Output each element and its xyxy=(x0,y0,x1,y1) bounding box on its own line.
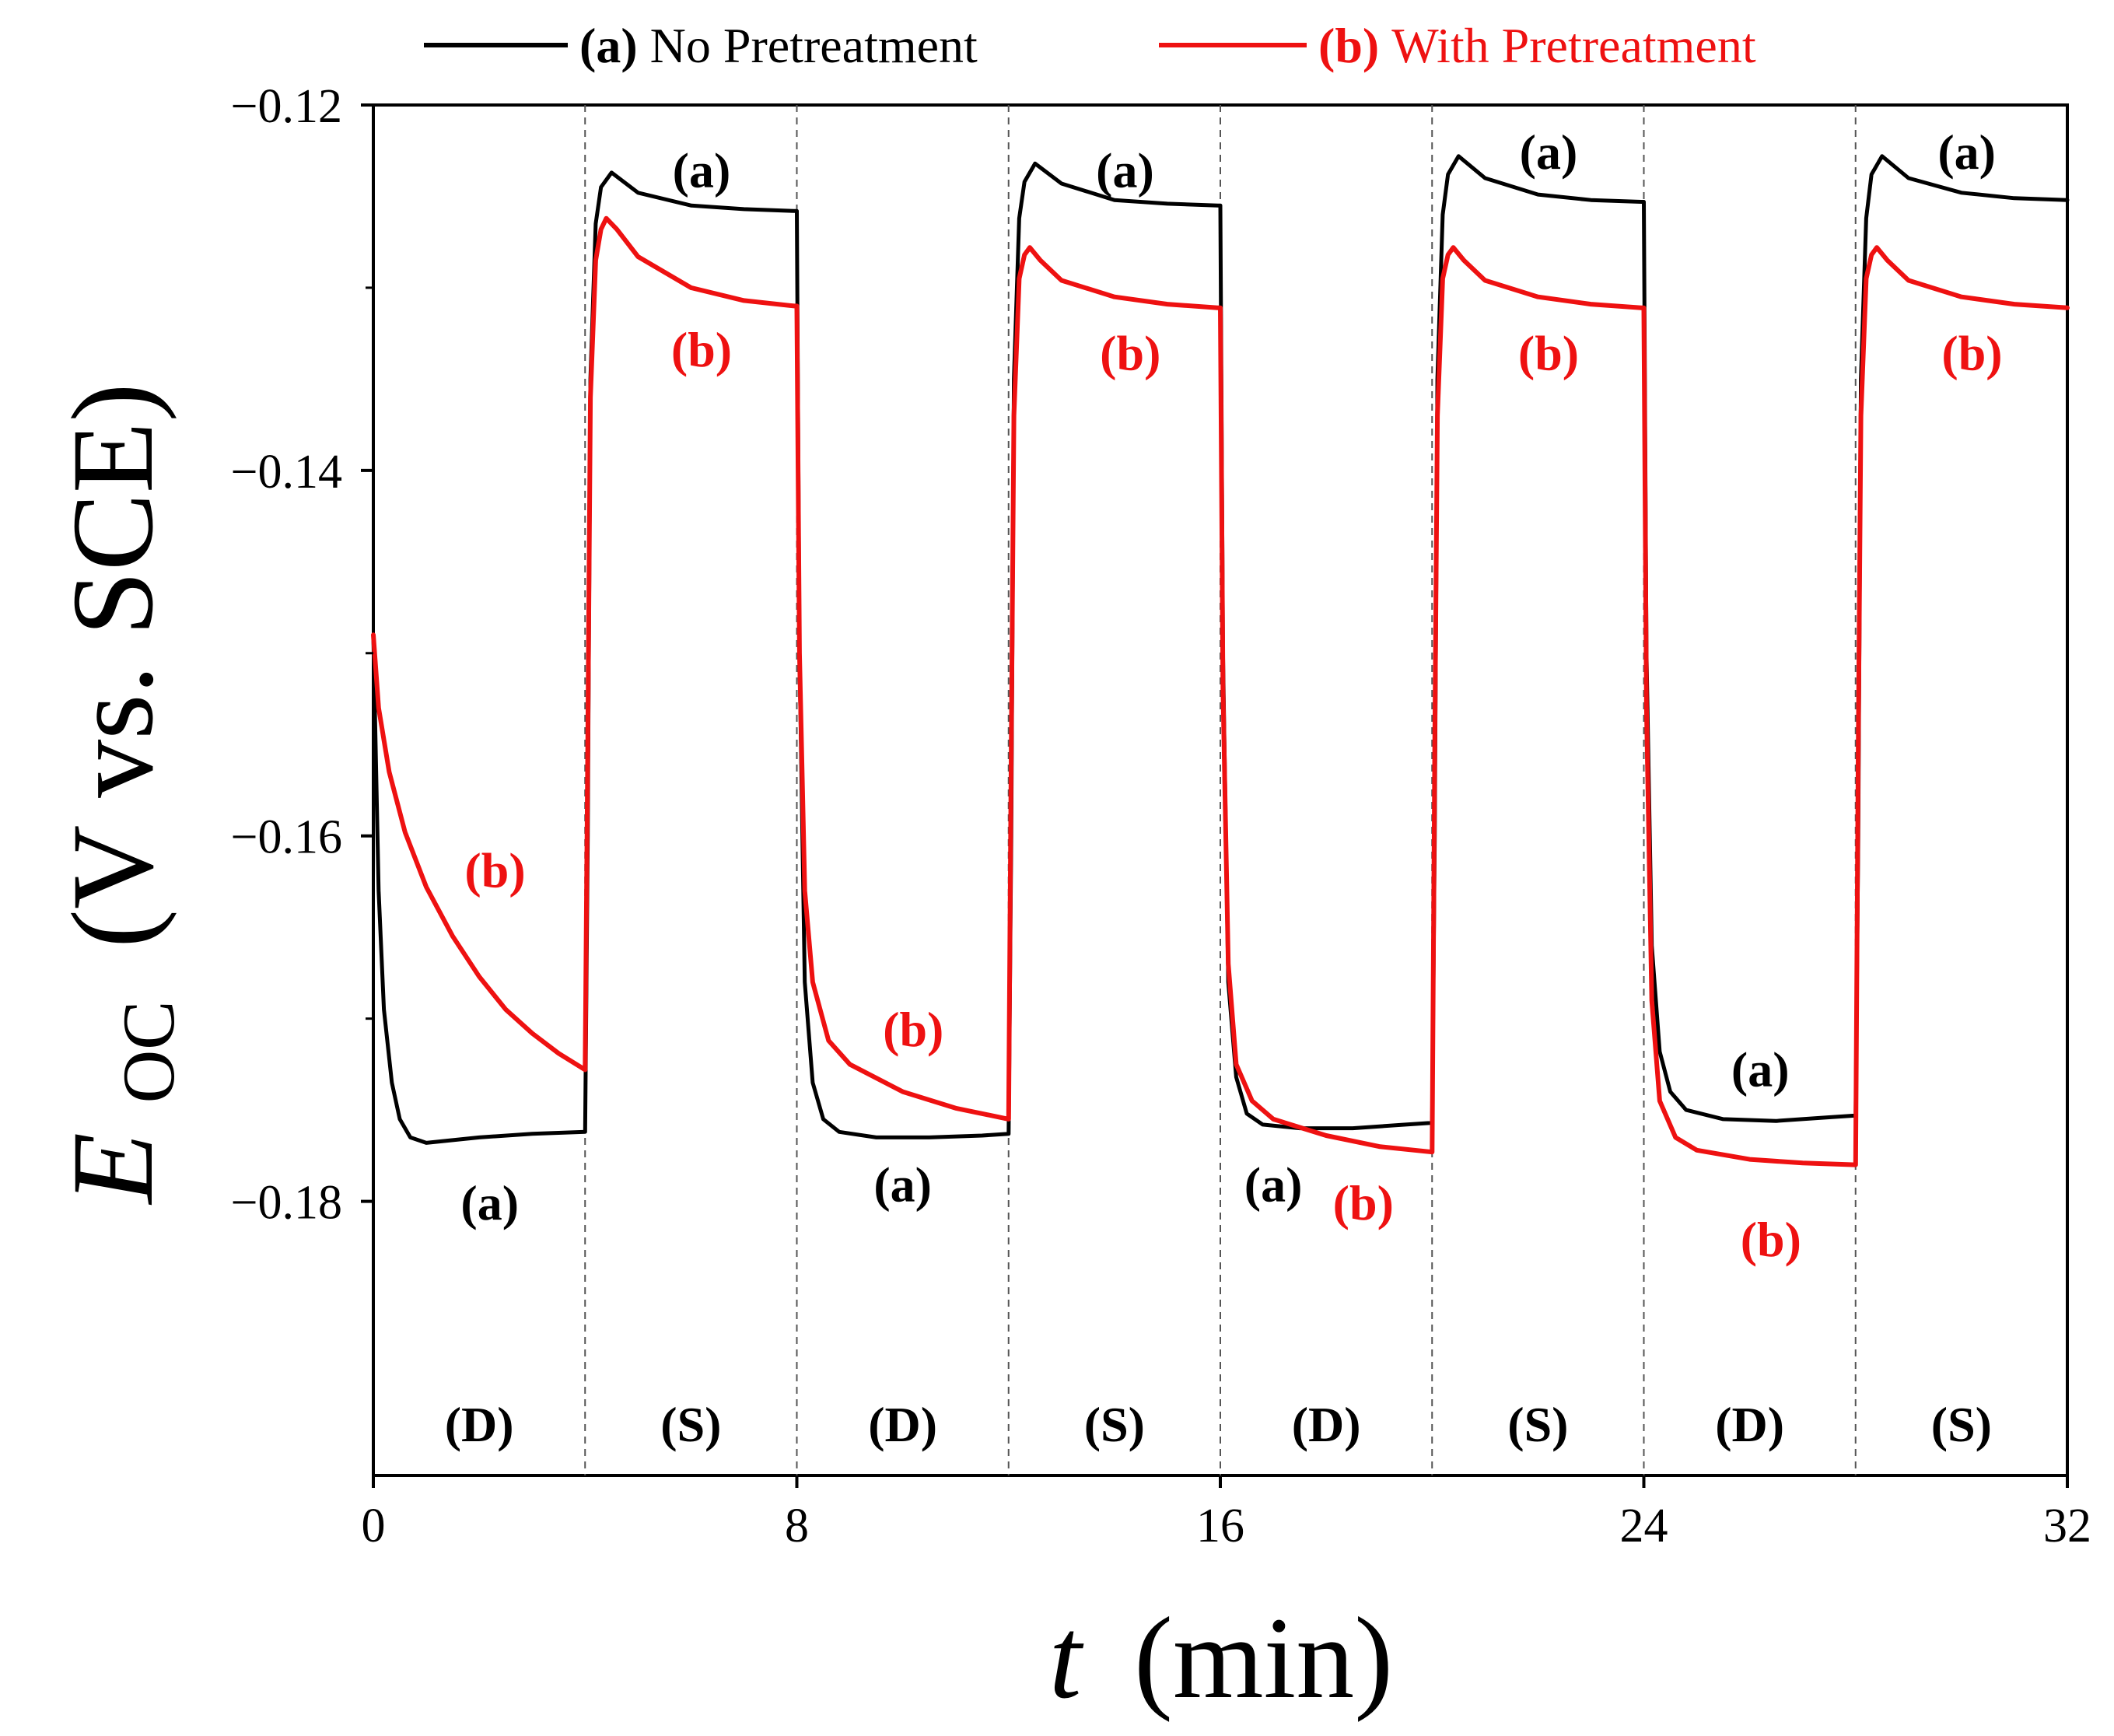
curve-annotation: (b) xyxy=(464,843,525,898)
curve-annotation: (a) xyxy=(1937,124,1996,180)
phase-label: (S) xyxy=(1931,1397,1992,1452)
y-tick-label: −0.18 xyxy=(231,1177,342,1230)
y-tick-label: −0.12 xyxy=(231,80,342,133)
y-axis-subscript: OC xyxy=(107,1000,190,1103)
legend-text: With Pretreatment xyxy=(1391,18,1756,73)
curve-annotation: (a) xyxy=(1520,124,1578,180)
legend-tag: (a) xyxy=(579,18,650,73)
legend-text: No Pretreatment xyxy=(650,18,978,73)
series-group xyxy=(371,154,2070,1167)
legend-tag: (b) xyxy=(1318,18,1391,73)
y-axis: −0.12 −0.14 −0.16 −0.18 xyxy=(231,80,373,1230)
legend: (a) No Pretreatment (b) With Pretreatment xyxy=(424,18,1756,73)
x-axis-unit: (min) xyxy=(1134,1594,1393,1723)
curve-annotation: (a) xyxy=(1731,1042,1790,1097)
curve-annotation: (a) xyxy=(1244,1157,1303,1213)
x-tick-label: 32 xyxy=(2043,1500,2091,1552)
legend-label-a: (a) No Pretreatment xyxy=(579,18,978,73)
curve-annotation: (a) xyxy=(873,1157,932,1213)
series-line-a xyxy=(371,154,2070,1145)
curve-annotation: (a) xyxy=(460,1175,519,1230)
phase-label: (D) xyxy=(1292,1397,1361,1452)
curve-annotation: (b) xyxy=(671,322,732,377)
y-axis-unit: (V vs. SCE) xyxy=(48,383,177,948)
curve-annotation: (a) xyxy=(673,143,731,198)
x-axis-symbol: t xyxy=(1049,1594,1084,1723)
x-tick-label: 24 xyxy=(1620,1500,1668,1552)
y-axis-title: E OC (V vs. SCE) xyxy=(48,383,199,1205)
x-tick-label: 16 xyxy=(1196,1500,1244,1552)
series-line-b xyxy=(371,215,2070,1167)
curve-annotation: (b) xyxy=(883,1002,943,1057)
curve-annotation: (b) xyxy=(1100,326,1160,381)
phase-label: (D) xyxy=(445,1397,514,1452)
legend-label-b: (b) With Pretreatment xyxy=(1318,18,1756,73)
curve-annotation: (b) xyxy=(1518,326,1579,381)
x-tick-label: 8 xyxy=(785,1500,809,1552)
y-tick-label: −0.14 xyxy=(231,446,342,499)
annotations: (a) (a) (a) (a) (b) (b) (b) (b) (b) (a) (b) (a) (a) (… xyxy=(460,124,2002,1267)
phase-label: (S) xyxy=(1507,1397,1568,1452)
curve-annotation: (b) xyxy=(1941,326,2002,381)
phase-label: (S) xyxy=(660,1397,721,1452)
phase-label: (S) xyxy=(1084,1397,1145,1452)
curve-annotation: (a) xyxy=(1096,143,1154,198)
y-tick-label: −0.16 xyxy=(231,811,342,864)
phase-labels: (D) (S) (D) (S) (D) (S) (D) (S) xyxy=(445,1397,1992,1452)
phase-label: (D) xyxy=(868,1397,937,1452)
x-axis-title: t (min) xyxy=(1049,1594,1393,1723)
curve-annotation: (b) xyxy=(1333,1175,1394,1230)
y-axis-symbol: E xyxy=(48,1132,177,1206)
x-tick-label: 0 xyxy=(362,1500,386,1552)
phase-label: (D) xyxy=(1715,1397,1784,1452)
x-axis: 0 8 16 24 32 xyxy=(362,1475,2091,1552)
curve-annotation: (b) xyxy=(1741,1212,1801,1267)
